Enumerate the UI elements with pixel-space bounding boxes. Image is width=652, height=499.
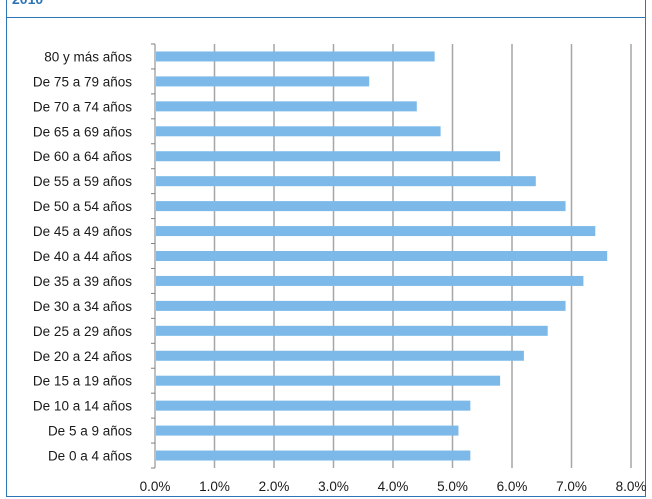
category-label: De 40 a 44 años [33, 249, 132, 264]
category-label: De 20 a 24 años [33, 349, 132, 364]
category-label: De 50 a 54 años [33, 199, 132, 214]
bar-0 [156, 51, 435, 62]
category-label: De 15 a 19 años [33, 374, 132, 389]
x-tick-label: 6.0% [497, 479, 528, 494]
bar-13 [156, 375, 501, 386]
category-label: De 0 a 4 años [48, 449, 132, 464]
x-tick-label: 1.0% [199, 479, 230, 494]
bar-7 [156, 226, 596, 237]
bar-14 [156, 400, 471, 411]
category-label: De 10 a 14 años [33, 399, 132, 414]
category-label: De 75 a 79 años [33, 74, 132, 89]
category-label: De 35 a 39 años [33, 274, 132, 289]
category-label: De 5 a 9 años [48, 424, 132, 439]
bar-3 [156, 126, 441, 137]
bar-12 [156, 350, 524, 361]
category-label: De 25 a 29 años [33, 324, 132, 339]
bar-8 [156, 251, 608, 261]
bar-16 [156, 450, 471, 461]
category-label: De 65 a 69 años [33, 124, 132, 139]
x-tick-label: 3.0% [318, 479, 349, 494]
category-labels: 80 y más años De 75 a 79 años De 70 a 74 a… [33, 49, 132, 463]
category-label: De 60 a 64 años [33, 149, 132, 164]
x-tick-label: 5.0% [437, 479, 468, 494]
category-label: De 45 a 49 años [33, 224, 132, 239]
bar-2 [156, 101, 417, 112]
x-tick-labels: 0.0% 1.0% 2.0% 3.0% 4.0% 5.0% 6.0% 7.0% 8.0% [140, 479, 647, 494]
x-tick-label: 8.0% [616, 479, 647, 494]
bar-15 [156, 425, 459, 436]
category-axis [151, 43, 156, 469]
title-strip [6, 0, 646, 18]
category-label: De 55 a 59 años [33, 174, 132, 189]
x-tick-label: 2.0% [259, 479, 290, 494]
chart-header-fragment: 2010 [12, 0, 43, 7]
category-label: 80 y más años [44, 49, 132, 64]
category-label: De 30 a 34 años [33, 299, 132, 314]
bar-9 [156, 275, 584, 286]
bar-11 [156, 325, 548, 336]
bar-10 [156, 300, 566, 311]
bar-5 [156, 176, 536, 187]
bar-6 [156, 201, 566, 212]
bar-1 [156, 76, 370, 87]
bars [156, 51, 608, 461]
bar-4 [156, 151, 501, 162]
x-tick-label: 4.0% [378, 479, 409, 494]
x-tick-label: 0.0% [140, 479, 171, 494]
x-tick-label: 7.0% [556, 479, 587, 494]
category-label: De 70 a 74 años [33, 99, 132, 114]
